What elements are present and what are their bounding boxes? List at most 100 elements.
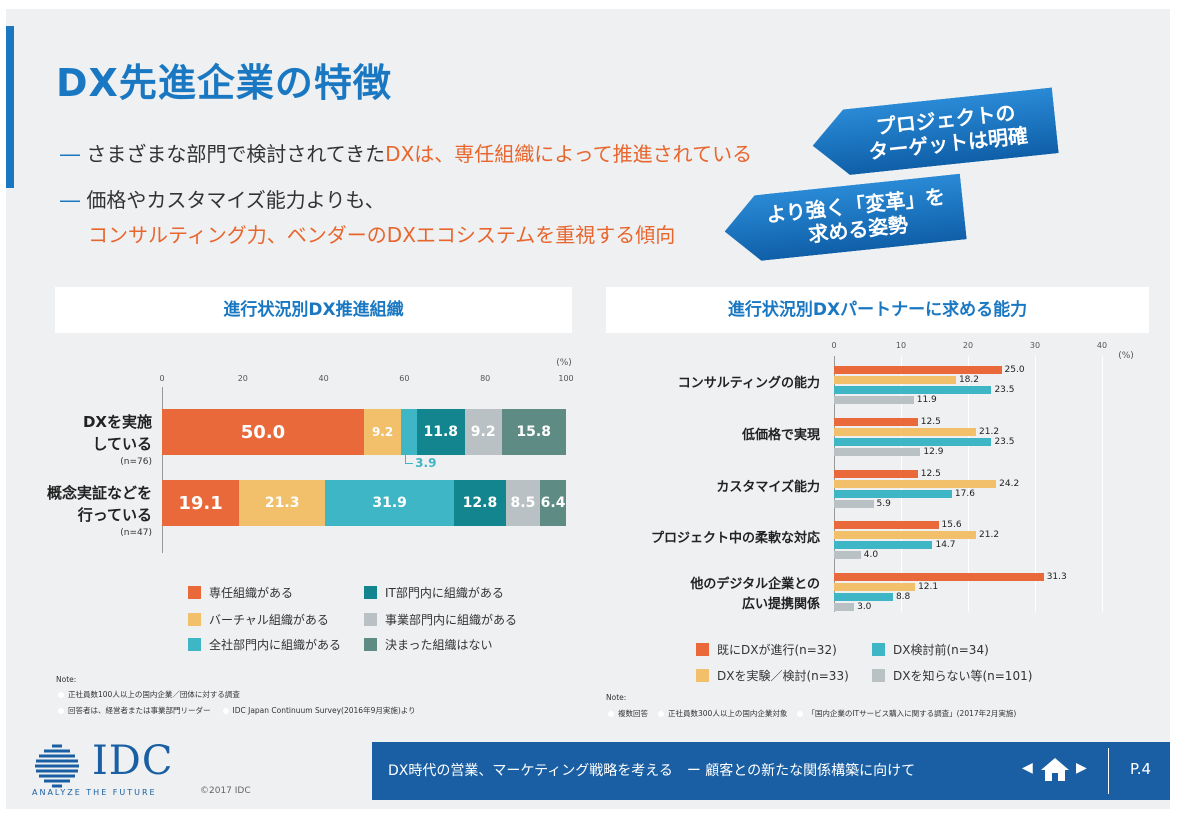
legend-label: 既にDXが進行(n=32) <box>717 643 837 657</box>
bar-segment <box>401 409 417 455</box>
bar <box>834 366 1002 374</box>
legend-swatch <box>188 638 201 651</box>
bar-segment: 8.5 <box>505 480 541 526</box>
bar <box>834 551 861 559</box>
bar-segment: 6.4 <box>540 480 566 526</box>
right-chart-title: 進行状況別DXパートナーに求める能力 <box>606 287 1149 333</box>
bar <box>834 541 933 549</box>
bar-value-label: 21.2 <box>979 427 1000 437</box>
copyright: ©2017 IDC <box>200 786 251 796</box>
category-label: コンサルティングの能力 <box>677 376 820 391</box>
page-number: P.4 <box>1130 760 1152 778</box>
unit-label: (%) <box>1118 351 1134 361</box>
legend-swatch <box>364 586 377 599</box>
unit-label: (%) <box>556 358 572 368</box>
bullet-2-line1: 価格やカスタマイズ能力よりも、 <box>86 188 385 212</box>
title-accent-bar <box>6 26 14 188</box>
row-n-label: (n=47) <box>120 528 152 538</box>
bar <box>834 376 956 384</box>
legend-item: IT部門内に組織がある <box>364 584 504 601</box>
row-label: DXを実施 <box>82 413 152 431</box>
idc-logo-text: IDC <box>92 738 174 784</box>
bullet-1-highlight: DXは、専任組織によって推進されている <box>385 142 753 166</box>
row-label: している <box>92 435 152 453</box>
bar-value-label: 14.7 <box>935 540 956 550</box>
note-line: 複数回答 正社員数300人以上の国内企業対象 「国内企業のITサービス購入に関する調… <box>606 708 1016 719</box>
legend-item: DX検討前(n=34) <box>872 641 989 658</box>
bullet-dash: ― <box>60 142 80 166</box>
legend-item: 既にDXが進行(n=32) <box>696 641 837 658</box>
legend-swatch <box>364 638 377 651</box>
legend-swatch <box>188 586 201 599</box>
category-label: 他のデジタル企業との <box>690 577 820 592</box>
bar-value-label: 5.9 <box>876 499 891 509</box>
bar-value-label: 12.5 <box>920 417 941 427</box>
legend-label: IT部門内に組織がある <box>385 586 504 600</box>
legend-item: バーチャル組織がある <box>188 611 329 628</box>
grid-line <box>1035 356 1036 612</box>
row-label: 概念実証などを <box>46 484 152 502</box>
bullet-dash: ― <box>60 188 80 212</box>
legend-swatch <box>872 643 885 656</box>
legend-label: DXを知らない等(n=101) <box>893 669 1033 683</box>
bullet-1-plain: さまざまな部門で検討されてきた <box>86 142 386 166</box>
bar-segment: 31.9 <box>325 480 455 526</box>
bar-segment: 11.8 <box>416 409 465 455</box>
note-heading: Note: <box>56 675 77 684</box>
bar-value-label: 21.2 <box>979 530 1000 540</box>
legend-swatch <box>364 613 377 626</box>
grid-line <box>1102 356 1103 612</box>
legend-label: 決まった組織はない <box>385 638 493 652</box>
legend-item: DXを実験／検討(n=33) <box>696 667 849 684</box>
legend-label: 専任組織がある <box>209 586 294 600</box>
bar-value-label: 18.2 <box>958 375 979 385</box>
bar-value-label: 12.9 <box>923 447 944 457</box>
x-tick-label: 0 <box>159 374 165 383</box>
annotation-leader <box>405 463 414 464</box>
note-line: 正社員数100人以上の国内企業／団体に対する調査 <box>56 689 240 700</box>
x-tick-label: 20 <box>237 374 248 383</box>
next-arrow-icon[interactable]: ▶ <box>1076 760 1087 776</box>
bar <box>834 470 918 478</box>
bar <box>834 500 874 508</box>
legend-swatch <box>188 613 201 626</box>
x-tick-label: 40 <box>1096 341 1108 350</box>
bar-value-label: 24.2 <box>999 479 1020 489</box>
legend-label: DX検討前(n=34) <box>893 643 989 657</box>
prev-arrow-icon[interactable]: ◀ <box>1022 760 1033 776</box>
bar <box>834 418 918 426</box>
category-label: 広い提携関係 <box>741 597 820 612</box>
idc-globe-icon <box>35 744 79 788</box>
x-tick-label: 80 <box>480 374 491 383</box>
legend-label: DXを実験／検討(n=33) <box>717 669 849 683</box>
bar <box>834 531 977 539</box>
footer-bar <box>372 742 1170 800</box>
legend-label: 全社部門内に組織がある <box>209 638 342 652</box>
bar-value-label: 12.1 <box>918 582 939 592</box>
annotation-leader <box>405 455 407 464</box>
legend-label: バーチャル組織がある <box>209 613 329 627</box>
home-icon[interactable] <box>1040 756 1070 782</box>
bar-value-label: 11.9 <box>916 395 937 405</box>
page-title: DX先進企業の特徴 <box>56 61 392 105</box>
bar-segment: 19.1 <box>162 480 240 526</box>
bar-segment: 9.2 <box>364 409 402 455</box>
bar-segment: 15.8 <box>501 409 566 455</box>
bar-value-label: 12.5 <box>920 469 941 479</box>
x-tick-label: 60 <box>399 374 410 383</box>
bar <box>834 603 855 611</box>
bar-value-label: 23.5 <box>994 437 1015 447</box>
bar <box>834 573 1044 581</box>
legend-item: 事業部門内に組織がある <box>364 611 517 628</box>
bar-segment: 21.3 <box>239 480 326 526</box>
bar <box>834 593 893 601</box>
legend-swatch <box>696 643 709 656</box>
legend-item: DXを知らない等(n=101) <box>872 667 1032 684</box>
legend-item: 全社部門内に組織がある <box>188 636 341 653</box>
x-tick-label: 30 <box>1029 341 1041 350</box>
row-n-label: (n=76) <box>120 457 152 467</box>
x-tick-label: 0 <box>831 341 837 350</box>
bar-segment: 9.2 <box>464 409 502 455</box>
note-heading: Note: <box>606 693 627 702</box>
bar <box>834 438 992 446</box>
